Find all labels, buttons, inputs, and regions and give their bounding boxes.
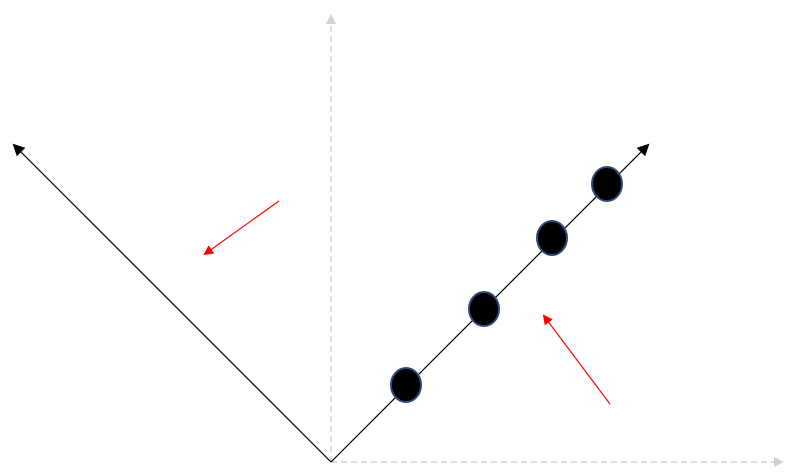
data-point — [536, 220, 568, 256]
red-arrow-left — [203, 200, 280, 256]
axis-up-left — [12, 143, 332, 463]
data-points — [390, 166, 623, 403]
red-arrow-right — [542, 314, 611, 405]
data-point — [468, 291, 500, 327]
data-point — [591, 166, 623, 202]
data-point — [390, 367, 422, 403]
